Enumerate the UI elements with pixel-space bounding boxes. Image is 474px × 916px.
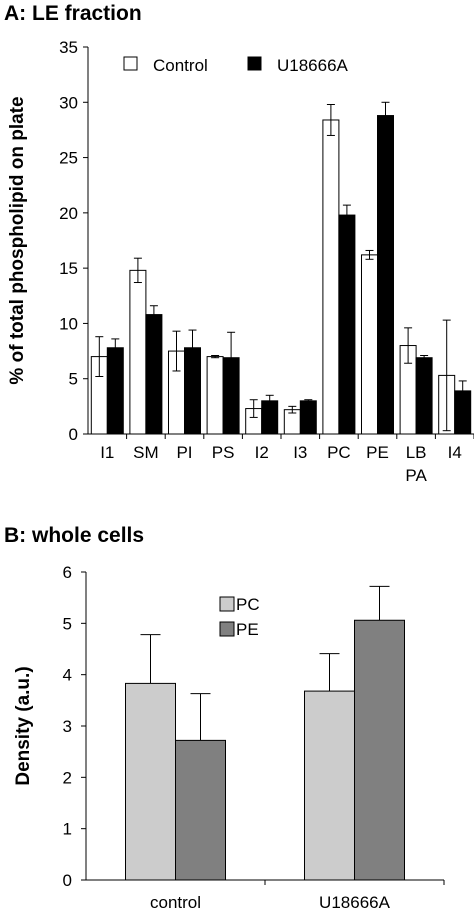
y-tick-label-b: 3 <box>63 717 72 736</box>
x-tick-label-a: PS <box>212 443 235 462</box>
bar-pc <box>125 682 176 881</box>
bar-pe <box>175 739 226 881</box>
legend-label-pe: PE <box>236 620 259 639</box>
y-tick-label-b: 5 <box>63 614 72 633</box>
y-tick-label-b: 0 <box>63 871 72 890</box>
x-tick-label-a: PA <box>405 466 427 485</box>
y-tick-label-a: 5 <box>69 370 78 389</box>
y-tick-label-b: 2 <box>63 768 72 787</box>
y-tick-label-a: 20 <box>59 204 78 223</box>
x-tick-label-a: I3 <box>293 443 307 462</box>
legend-swatch-pc <box>219 596 235 612</box>
y-tick-label-a: 15 <box>59 259 78 278</box>
legend-label-control: Control <box>153 56 208 75</box>
x-tick-label-a: PI <box>176 443 192 462</box>
y-tick-label-a: 0 <box>69 425 78 444</box>
x-tick-label-b: control <box>150 893 201 912</box>
y-tick-label-a: 25 <box>59 149 78 168</box>
chart-a-le-fraction: 0 5 10 15 20 25 30 35 % of total phospholipid on… <box>7 38 474 485</box>
x-tick-label-a: SM <box>133 443 159 462</box>
y-tick-label-b: 4 <box>63 666 72 685</box>
x-tick-label-a: PC <box>327 443 351 462</box>
x-tick-label-b: U18666A <box>319 893 391 912</box>
legend-swatch-pe <box>219 621 235 637</box>
y-tick-label-a: 10 <box>59 314 78 333</box>
bar-pe <box>354 619 405 881</box>
bar-pc <box>304 690 355 881</box>
y-axis-label-b: Density (a.u.) <box>13 666 34 785</box>
x-tick-label-a: PE <box>366 443 389 462</box>
x-tick-label-a: LB <box>406 443 427 462</box>
y-axis-label-a: % of total phospholipid on plate <box>7 96 28 384</box>
y-tick-label-b: 1 <box>63 820 72 839</box>
legend-label-pc: PC <box>236 595 260 614</box>
x-tick-label-a: I4 <box>448 443 462 462</box>
x-tick-label-a: I1 <box>100 443 114 462</box>
legend-swatch-control <box>123 56 138 71</box>
panel-a-title: A: LE fraction <box>4 2 142 25</box>
y-tick-label-a: 30 <box>59 93 78 112</box>
y-tick-label-b: 6 <box>63 563 72 582</box>
panel-b-title: B: whole cells <box>4 524 145 547</box>
y-tick-label-a: 35 <box>59 38 78 57</box>
x-tick-label-a: I2 <box>255 443 269 462</box>
legend-label-u18666a: U18666A <box>277 56 349 75</box>
legend-swatch-u18666a <box>247 56 262 71</box>
